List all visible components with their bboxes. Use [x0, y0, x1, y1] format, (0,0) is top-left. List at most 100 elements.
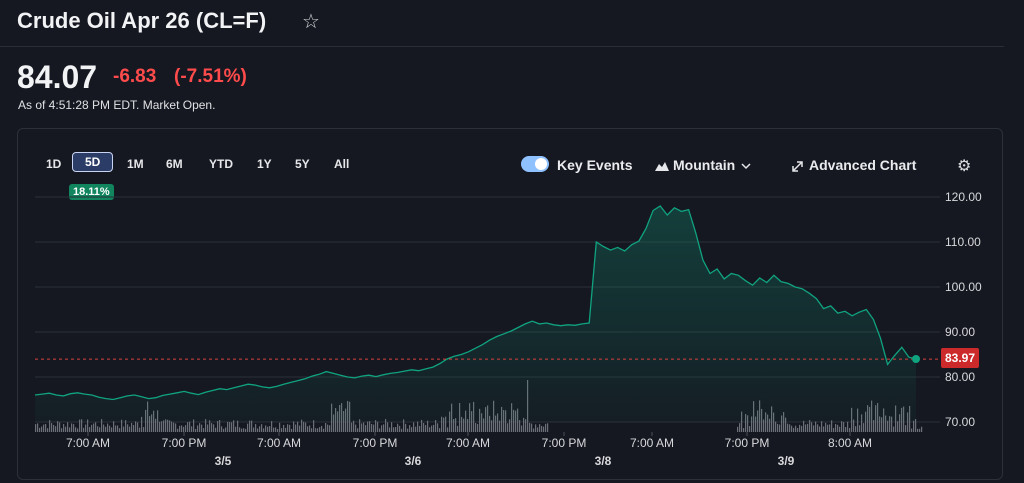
volume-bar	[149, 416, 151, 432]
volume-bar	[85, 424, 87, 432]
volume-bar	[813, 425, 815, 432]
volume-bar	[165, 419, 167, 432]
volume-bar	[441, 416, 443, 432]
volume-bar	[423, 423, 425, 432]
volume-bar	[367, 421, 369, 432]
volume-bar	[93, 423, 95, 432]
volume-bar	[541, 425, 543, 432]
volume-bar	[763, 419, 765, 432]
volume-bar	[369, 421, 371, 432]
volume-bar	[821, 421, 823, 432]
star-icon[interactable]: ☆	[302, 11, 320, 33]
key-events-toggle[interactable]	[521, 156, 549, 172]
volume-bar	[197, 425, 199, 432]
volume-bar	[139, 427, 141, 432]
volume-bar	[353, 420, 355, 432]
last-price-label: 83.97	[941, 348, 979, 368]
volume-bar	[65, 426, 67, 432]
volume-bar	[481, 413, 483, 432]
volume-bar	[161, 421, 163, 432]
volume-bar	[783, 412, 785, 432]
volume-bar	[737, 426, 739, 432]
volume-bar	[911, 428, 913, 432]
volume-bar	[415, 426, 417, 432]
volume-bar	[497, 413, 499, 432]
volume-bar	[385, 419, 387, 432]
volume-bar	[395, 426, 397, 432]
advanced-chart-button[interactable]: Advanced Chart	[791, 157, 916, 173]
price-change: -6.83	[113, 66, 157, 87]
key-events-label[interactable]: Key Events	[557, 157, 633, 173]
volume-bar	[749, 426, 751, 432]
volume-bar	[545, 423, 547, 432]
volume-bar	[853, 419, 855, 432]
volume-bar	[745, 414, 747, 432]
volume-bar	[277, 428, 279, 432]
volume-bar	[193, 419, 195, 432]
chart-type-dropdown[interactable]: Mountain	[655, 157, 751, 173]
y-tick-label: 90.00	[945, 325, 975, 339]
volume-bar	[47, 428, 49, 432]
volume-bar	[467, 419, 469, 432]
volume-bar	[243, 428, 245, 432]
range-change-badge: 18.11%	[69, 184, 114, 200]
volume-bar	[245, 428, 247, 432]
volume-bar	[223, 428, 225, 432]
volume-bar	[39, 427, 41, 432]
volume-bar	[99, 427, 101, 432]
volume-bar	[825, 422, 827, 432]
volume-bar	[77, 428, 79, 432]
volume-bar	[371, 423, 373, 432]
volume-bar	[463, 418, 465, 432]
chart-type-label: Mountain	[673, 157, 736, 173]
volume-bar	[829, 424, 831, 432]
volume-bar	[51, 423, 53, 432]
volume-bar	[247, 423, 249, 432]
volume-bar	[819, 426, 821, 432]
volume-bar	[103, 424, 105, 432]
x-tick-label: 8:00 AM	[828, 436, 872, 450]
range-5d-button[interactable]: 5D	[72, 152, 114, 172]
volume-bar	[239, 427, 241, 432]
volume-bar	[311, 428, 313, 432]
volume-bar	[421, 419, 423, 432]
volume-bar	[889, 416, 891, 432]
range-1d-button[interactable]: 1D	[46, 157, 62, 171]
volume-bar	[461, 416, 463, 432]
volume-bar	[769, 418, 771, 432]
range-1y-button[interactable]: 1Y	[257, 157, 272, 171]
volume-bar	[535, 424, 537, 432]
range-5y-button[interactable]: 5Y	[295, 157, 310, 171]
volume-bar	[739, 423, 741, 432]
volume-bar	[455, 418, 457, 432]
volume-bar	[833, 427, 835, 432]
volume-bar	[477, 423, 479, 432]
volume-bar	[751, 416, 753, 432]
volume-bar	[167, 419, 169, 432]
volume-bar	[781, 415, 783, 432]
volume-bar	[361, 423, 363, 432]
volume-bar	[917, 428, 919, 432]
volume-bar	[861, 414, 863, 432]
range-ytd-button[interactable]: YTD	[209, 157, 233, 171]
gear-icon[interactable]: ⚙	[957, 158, 972, 175]
volume-bar	[209, 420, 211, 432]
volume-bar	[823, 426, 825, 432]
volume-bar	[509, 419, 511, 432]
range-1m-button[interactable]: 1M	[127, 157, 144, 171]
volume-bar	[57, 421, 59, 432]
volume-bar	[785, 417, 787, 432]
volume-bar	[279, 422, 281, 432]
range-6m-button[interactable]: 6M	[166, 157, 183, 171]
toggle-knob	[535, 158, 547, 170]
volume-bar	[315, 428, 317, 432]
volume-bar	[111, 427, 113, 432]
volume-bar	[333, 414, 335, 432]
volume-bar	[221, 426, 223, 432]
volume-bar	[815, 421, 817, 432]
y-tick-label: 110.00	[945, 235, 981, 249]
volume-bar	[53, 424, 55, 432]
volume-bar	[359, 419, 361, 432]
range-all-button[interactable]: All	[334, 157, 350, 171]
